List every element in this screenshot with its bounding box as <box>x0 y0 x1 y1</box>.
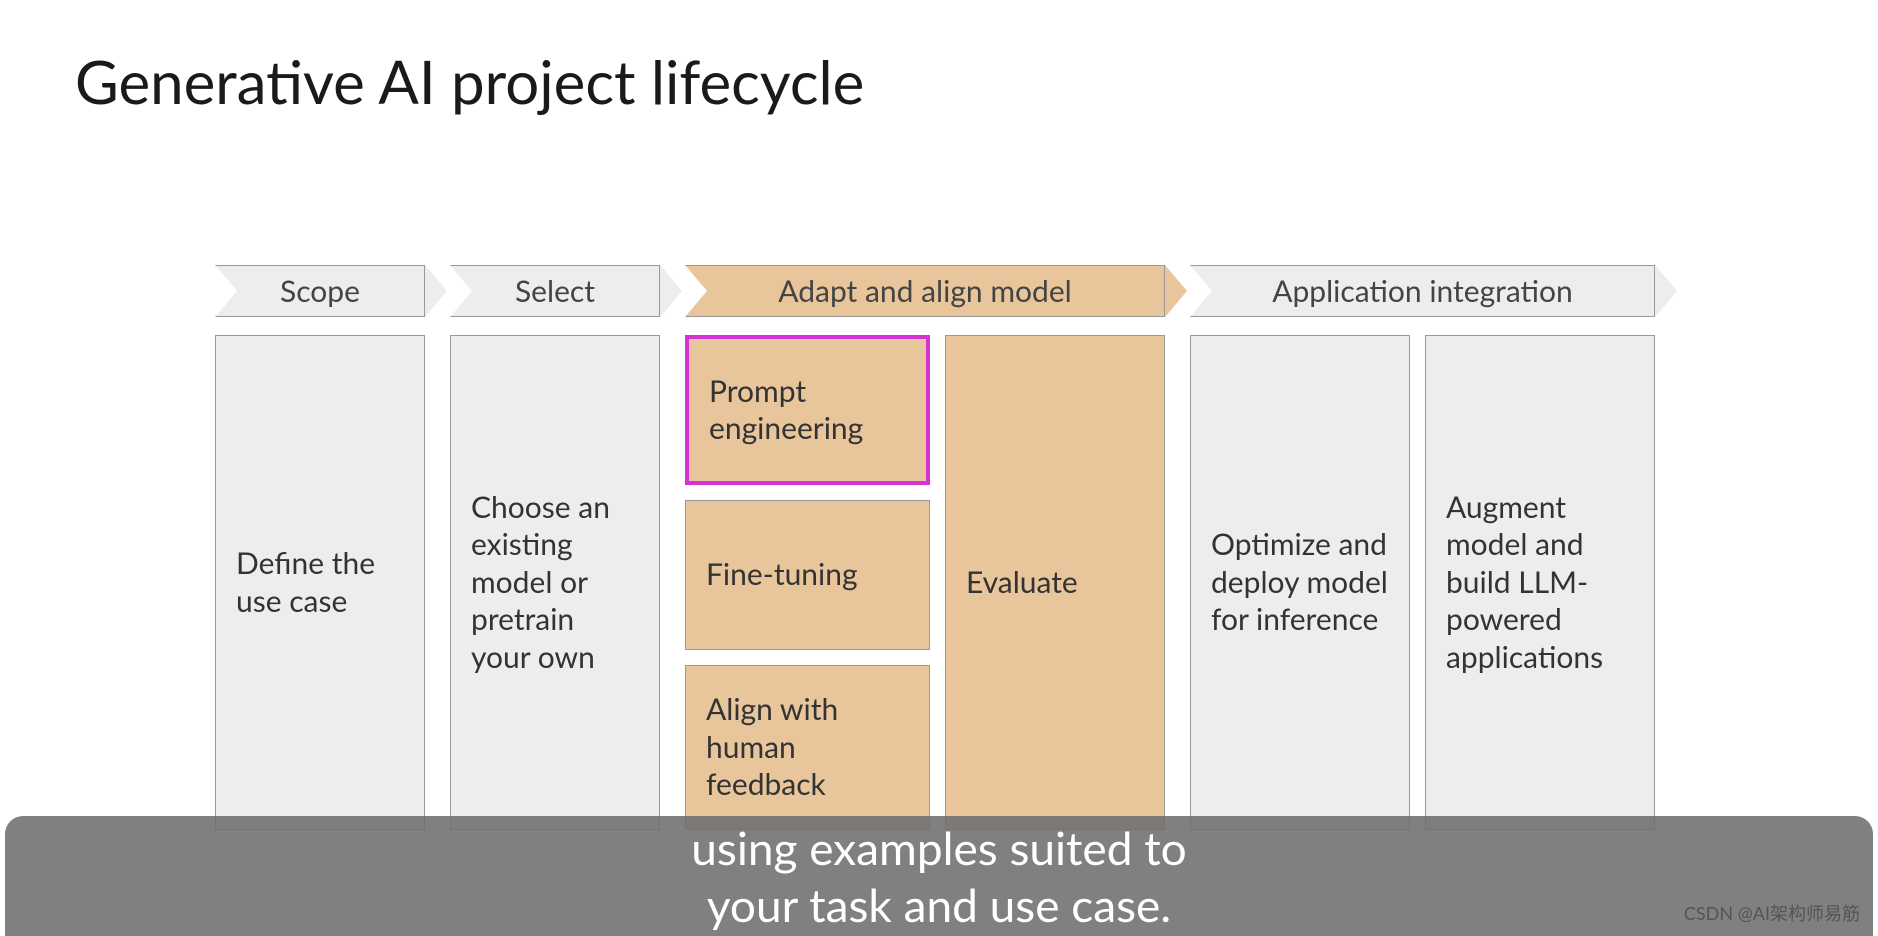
box-text: Fine-tuning <box>706 556 858 594</box>
phase-arrow-adapt: Adapt and align model <box>685 265 1165 317</box>
caption-line-2: your task and use case. <box>707 876 1171 934</box>
box-text: Define the use case <box>236 545 404 620</box>
box-augment-build: Augment model and build LLM-powered appl… <box>1425 335 1655 830</box>
box-optimize-deploy: Optimize and deploy model for inference <box>1190 335 1410 830</box>
box-prompt-engineering: Prompt engineering <box>685 335 930 485</box>
box-text: Align with human feedback <box>706 691 909 804</box>
box-align-feedback: Align with human feedback <box>685 665 930 830</box>
box-text: Augment model and build LLM-powered appl… <box>1446 489 1634 677</box>
box-text: Optimize and deploy model for inference <box>1211 526 1389 639</box>
phase-label: Select <box>515 273 595 309</box>
page-title: Generative AI project lifecycle <box>75 45 864 117</box>
box-text: Evaluate <box>966 564 1078 602</box>
adapt-group: Prompt engineering Fine-tuning Align wit… <box>685 335 1165 830</box>
box-text: Choose an existing model or pretrain you… <box>471 489 639 677</box>
phase-arrow-select: Select <box>450 265 660 317</box>
phase-box-row: Define the use case Choose an existing m… <box>215 335 1655 830</box>
caption-bar: using examples suited to your task and u… <box>5 816 1873 936</box>
box-select: Choose an existing model or pretrain you… <box>450 335 660 830</box>
phase-label: Scope <box>280 273 360 309</box>
box-fine-tuning: Fine-tuning <box>685 500 930 650</box>
phase-arrow-scope: Scope <box>215 265 425 317</box>
box-text: Prompt engineering <box>709 373 906 448</box>
phase-label: Adapt and align model <box>778 273 1072 309</box>
phase-arrow-app: Application integration <box>1190 265 1655 317</box>
box-evaluate: Evaluate <box>945 335 1165 830</box>
caption-line-1: using examples suited to <box>691 819 1186 877</box>
watermark: CSDN @AI架构师易筋 <box>1684 900 1860 926</box>
phase-label: Application integration <box>1272 273 1573 309</box>
phase-arrow-row: Scope Select Adapt and align model Appli… <box>215 265 1655 317</box>
adapt-stack-left: Prompt engineering Fine-tuning Align wit… <box>685 335 930 830</box>
box-scope: Define the use case <box>215 335 425 830</box>
app-group: Optimize and deploy model for inference … <box>1190 335 1655 830</box>
